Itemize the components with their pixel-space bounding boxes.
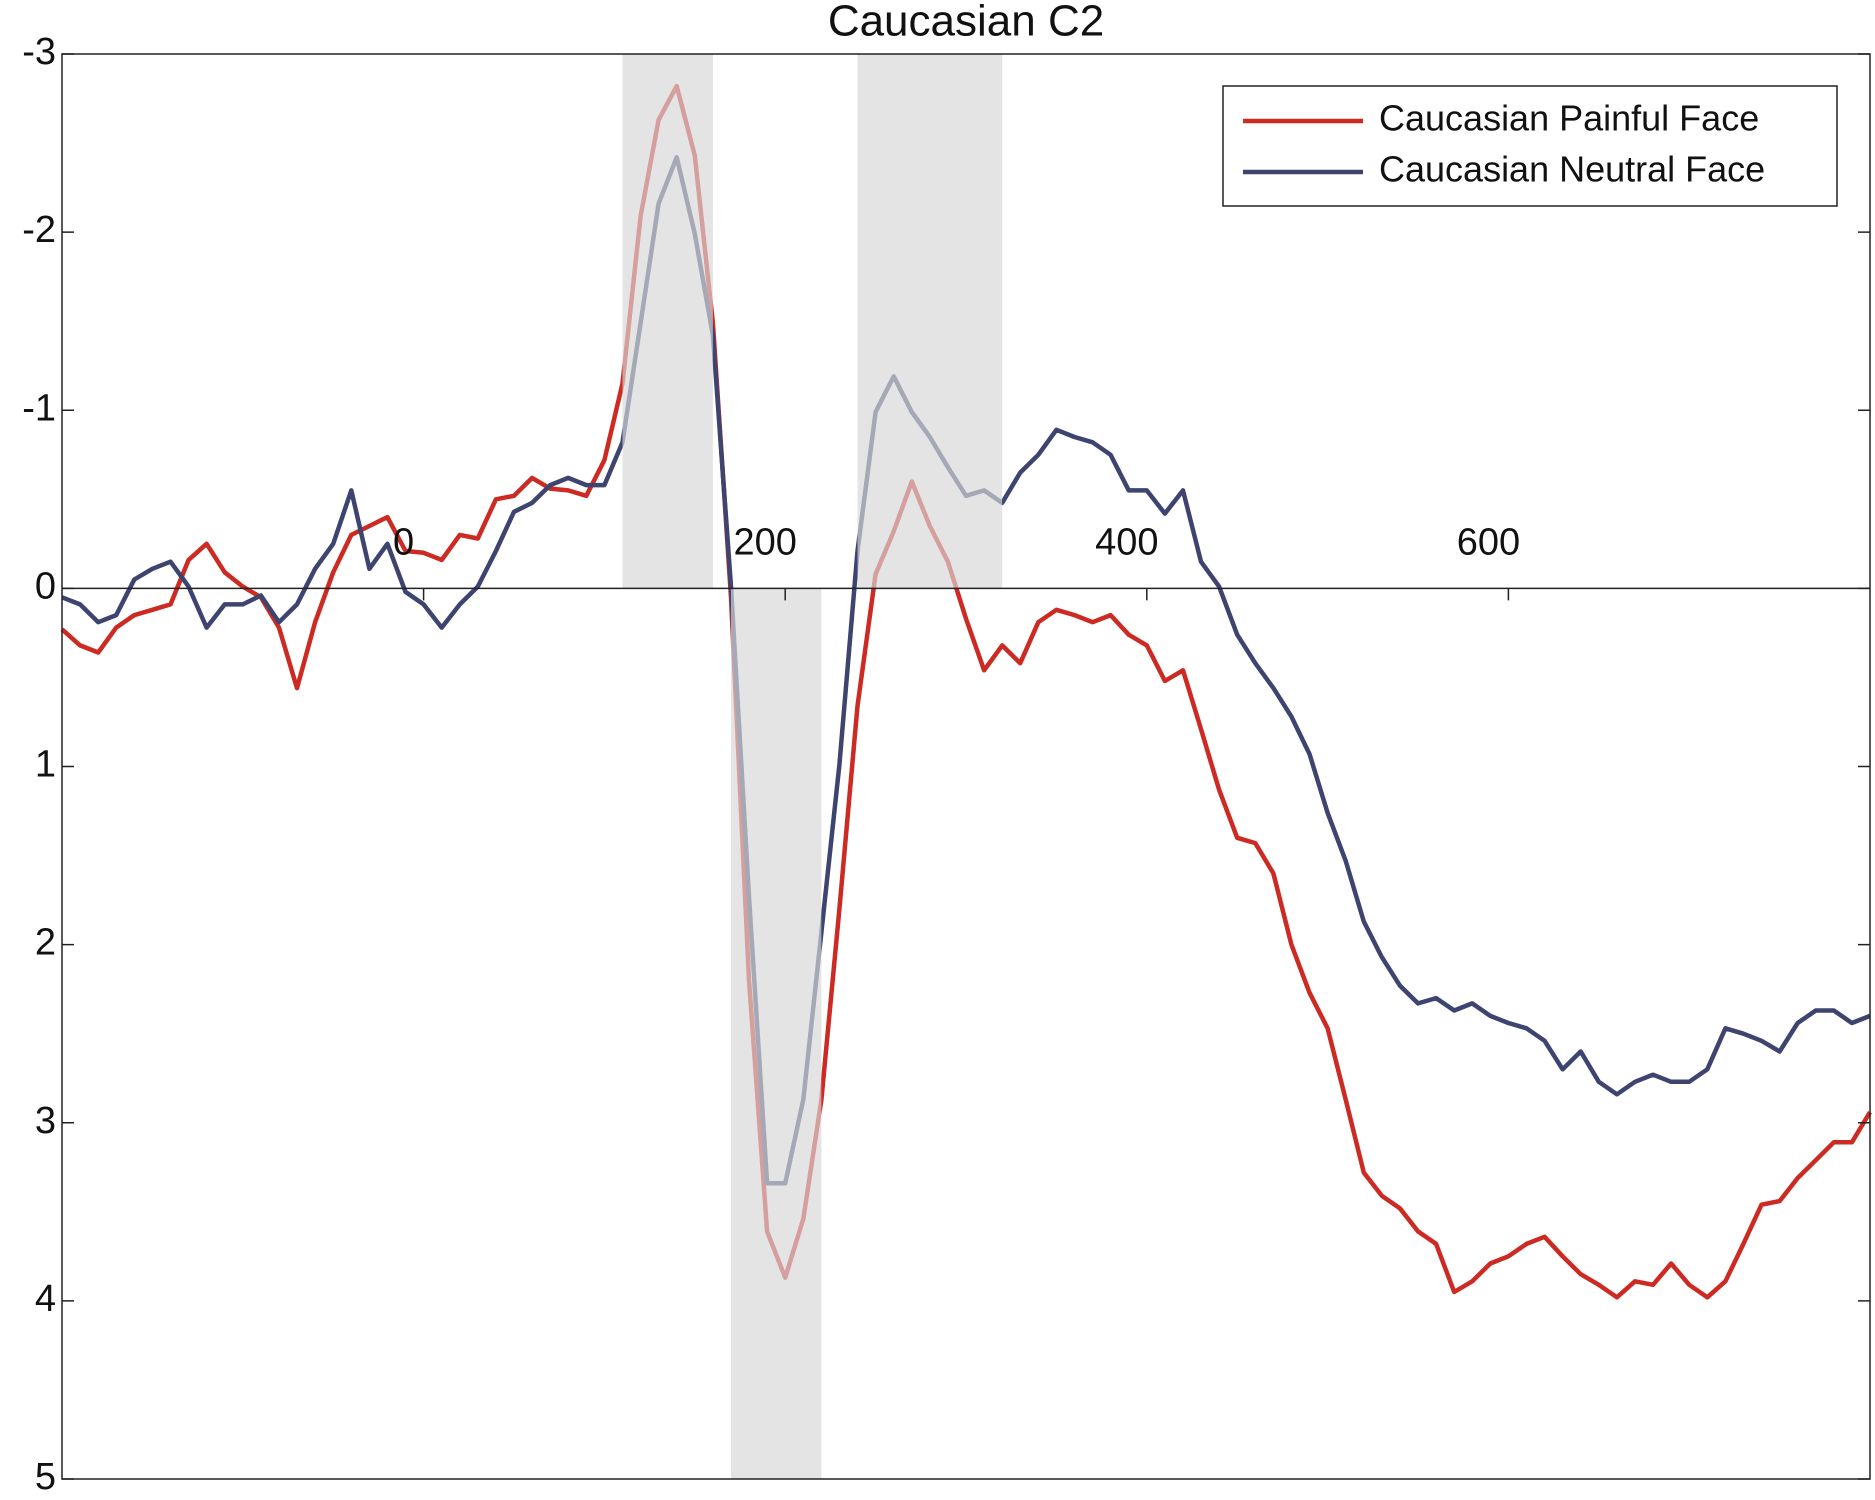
x-tick-label: 400 <box>1095 521 1158 563</box>
y-tick-label: 0 <box>35 565 56 607</box>
y-tick-label: 5 <box>35 1456 56 1498</box>
legend-label: Caucasian Neutral Face <box>1379 149 1765 190</box>
x-tick-label: 200 <box>733 521 796 563</box>
y-tick-label: 3 <box>35 1100 56 1142</box>
y-tick-label: -1 <box>22 387 56 429</box>
y-tick-label: 2 <box>35 922 56 964</box>
legend-label: Caucasian Painful Face <box>1379 98 1759 139</box>
shaded-region <box>857 54 1003 589</box>
x-tick-label: 600 <box>1457 521 1520 563</box>
x-tick-label: 0 <box>393 521 414 563</box>
y-tick-label: 4 <box>35 1278 56 1320</box>
shaded-region <box>730 588 822 1479</box>
y-tick-label: -3 <box>22 31 56 73</box>
legend-box <box>1222 85 1838 207</box>
data-line <box>60 83 1872 1300</box>
shaded-region <box>622 54 713 589</box>
chart-title: Caucasian C2 <box>828 0 1104 46</box>
y-tick-label: -2 <box>22 209 56 251</box>
y-tick-label: 1 <box>35 744 56 786</box>
